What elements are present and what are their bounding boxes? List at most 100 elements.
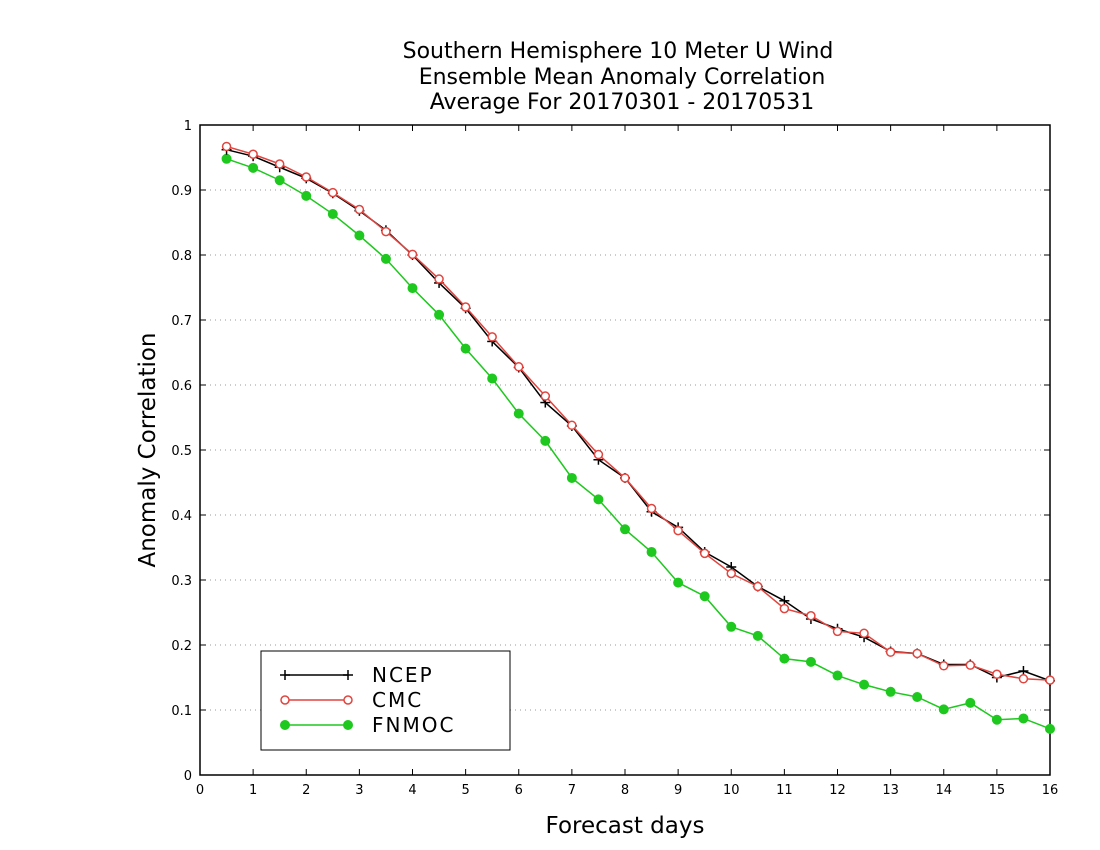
y-tick-labels: 0 0.1 0.2 0.3 0.4 0.5 0.6 0.7 0.8 0.9 1 <box>171 119 192 784</box>
data-point <box>407 283 418 294</box>
y-tick-label: 1 <box>184 119 192 134</box>
data-point <box>540 391 551 401</box>
data-point <box>726 568 736 579</box>
data-point <box>620 524 630 535</box>
data-point <box>779 653 790 664</box>
title-line-3: Average For 20170301 - 20170531 <box>430 90 815 115</box>
data-point <box>1045 723 1055 734</box>
data-point <box>514 362 524 372</box>
data-point <box>221 141 232 152</box>
y-tick-label: 0 <box>184 769 192 784</box>
x-tick-label: 10 <box>723 783 740 798</box>
data-point <box>301 172 311 182</box>
x-tick-label: 11 <box>776 783 793 798</box>
data-point <box>434 274 444 284</box>
title-line-1: Southern Hemisphere 10 Meter U Wind <box>403 39 834 64</box>
axis-ticks <box>199 124 1051 776</box>
data-point <box>832 670 843 681</box>
x-tick-label: 8 <box>621 783 629 798</box>
x-tick-label: 3 <box>355 783 363 798</box>
data-point <box>487 332 497 342</box>
data-point <box>726 621 737 632</box>
data-point <box>992 669 1002 679</box>
data-point <box>221 153 232 164</box>
data-point <box>566 472 577 483</box>
data-point <box>593 494 604 505</box>
legend-marker <box>343 720 353 730</box>
data-point <box>859 679 870 690</box>
x-tick-label: 14 <box>935 783 952 798</box>
legend-entry-ncep: NCEP <box>280 663 434 687</box>
legend-marker <box>343 670 353 680</box>
legend-label: CMC <box>372 688 423 712</box>
x-tick-label: 2 <box>302 783 310 798</box>
data-point <box>1018 674 1029 684</box>
y-tick-label: 0.2 <box>171 639 192 654</box>
legend-label: FNMOC <box>372 713 455 737</box>
x-axis-label: Forecast days <box>546 813 705 839</box>
data-point <box>248 162 259 173</box>
legend-label: NCEP <box>372 663 434 687</box>
data-point <box>540 435 551 446</box>
data-point <box>885 686 896 697</box>
x-tick-label: 16 <box>1042 783 1059 798</box>
x-tick-label: 12 <box>829 783 846 798</box>
series-cmc <box>221 141 1055 685</box>
data-point <box>434 309 445 320</box>
data-point <box>328 187 338 198</box>
data-point <box>991 714 1002 725</box>
data-point <box>620 473 630 483</box>
chart-title: Southern Hemisphere 10 Meter U Wind Ense… <box>403 39 834 115</box>
data-point <box>593 449 604 460</box>
data-point <box>646 503 657 514</box>
series-line <box>226 145 1051 681</box>
data-point <box>912 648 922 659</box>
data-point <box>380 253 391 264</box>
data-point <box>779 603 790 614</box>
x-tick-label: 4 <box>408 783 416 798</box>
data-point <box>938 704 949 715</box>
x-tick-label: 7 <box>568 783 576 798</box>
data-point <box>460 343 471 354</box>
series-fnmoc <box>221 153 1055 734</box>
data-point <box>859 628 869 639</box>
x-tick-label: 15 <box>989 783 1006 798</box>
data-point <box>965 697 976 708</box>
legend-marker <box>343 695 353 705</box>
data-point <box>567 420 577 431</box>
y-tick-label: 0.7 <box>171 314 192 329</box>
x-tick-label: 1 <box>249 783 257 798</box>
data-point <box>832 626 843 637</box>
x-tick-label: 6 <box>515 783 523 798</box>
y-tick-label: 0.1 <box>171 704 192 719</box>
data-point <box>699 591 710 602</box>
data-point <box>487 373 498 384</box>
data-point <box>354 230 365 241</box>
y-tick-label: 0.3 <box>171 574 192 589</box>
data-point <box>460 302 471 312</box>
legend-entry-cmc: CMC <box>280 688 423 712</box>
series-layer <box>221 141 1055 734</box>
x-tick-label: 13 <box>882 783 899 798</box>
data-point <box>381 226 391 237</box>
series-line <box>226 148 1051 682</box>
y-tick-label: 0.4 <box>171 509 192 524</box>
data-point <box>673 577 684 588</box>
data-point <box>354 204 365 215</box>
data-point <box>646 547 657 558</box>
grid-lines <box>200 189 1050 711</box>
data-point <box>274 159 285 169</box>
data-point <box>274 175 285 186</box>
data-point <box>939 661 949 671</box>
data-point <box>885 647 896 657</box>
legend-marker <box>280 695 290 705</box>
title-line-2: Ensemble Mean Anomaly Correlation <box>419 65 826 90</box>
x-tick-label: 5 <box>461 783 469 798</box>
data-point <box>699 548 710 559</box>
data-point <box>965 660 976 670</box>
data-point <box>513 408 524 419</box>
data-point <box>301 190 312 201</box>
